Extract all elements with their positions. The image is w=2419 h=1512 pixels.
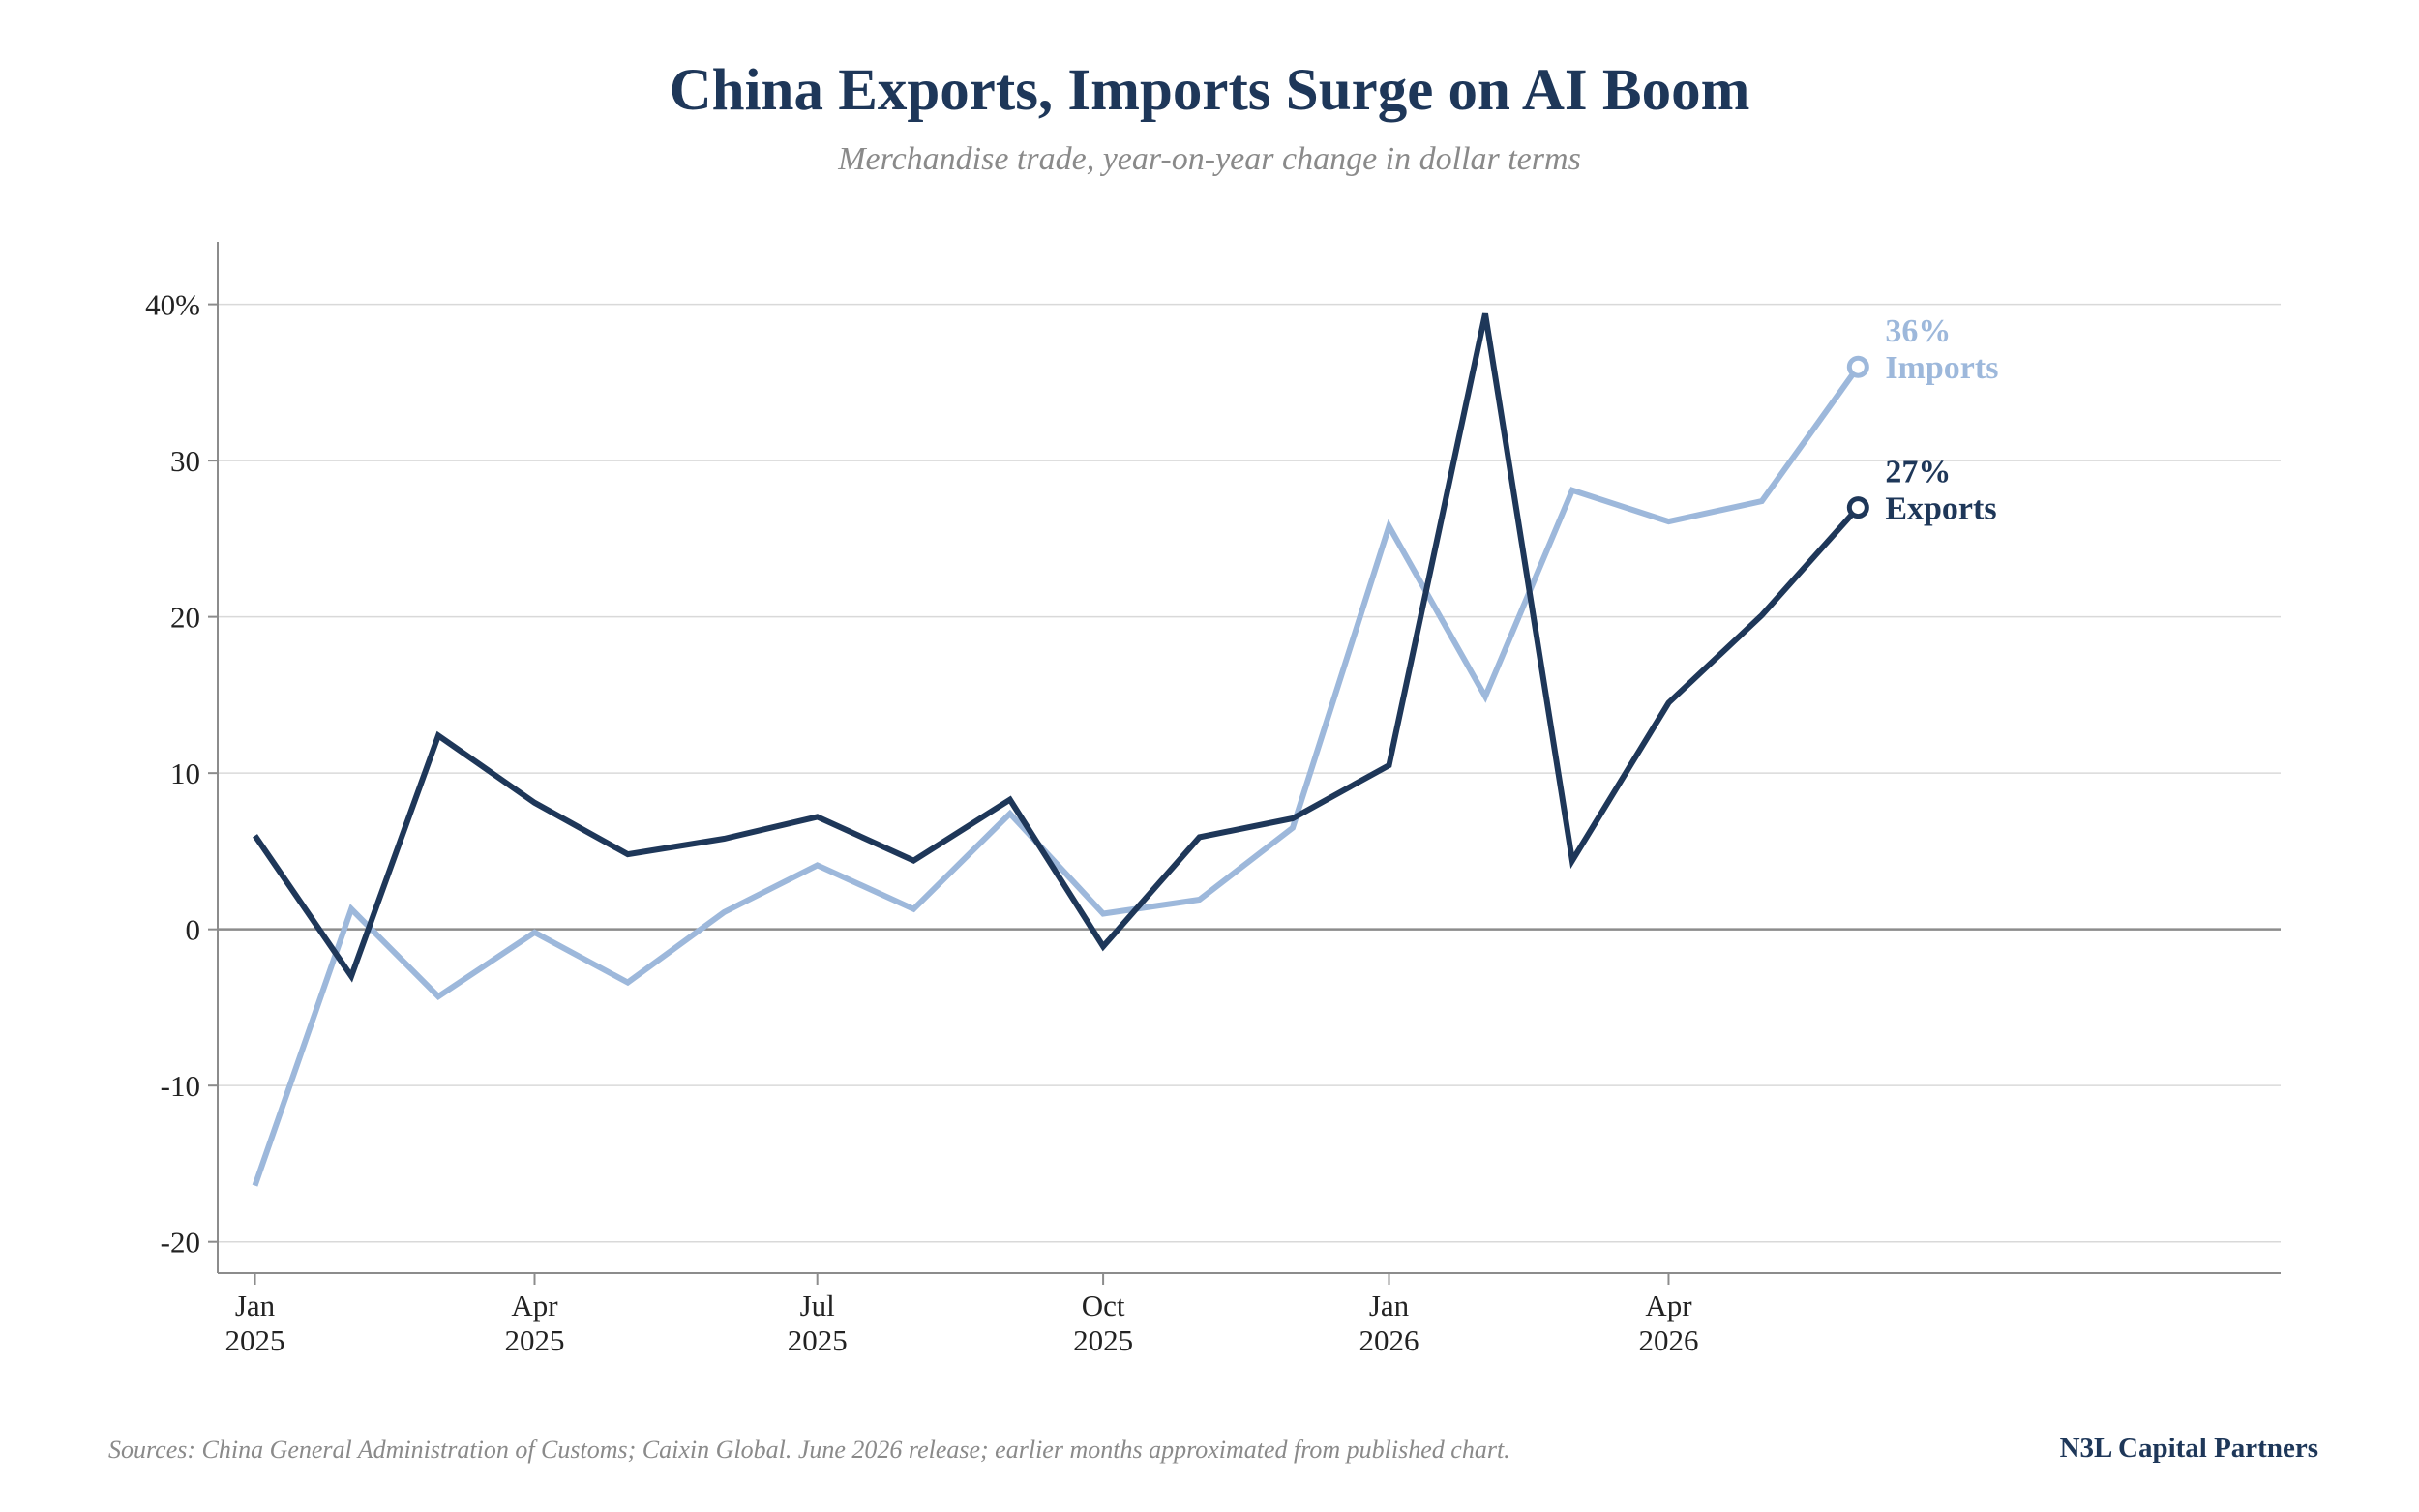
- y-tick-label: 40%: [145, 288, 200, 322]
- imports-end-value-label: 36%: [1885, 313, 1951, 349]
- y-tick-label: 20: [170, 601, 200, 635]
- x-tick-label-month: Jul: [800, 1289, 835, 1322]
- x-tick-label-month: Apr: [511, 1289, 558, 1322]
- x-tick-label-year: 2025: [505, 1323, 565, 1357]
- exports-series-name-label: Exports: [1885, 491, 1996, 527]
- x-tick-label-year: 2025: [788, 1323, 848, 1357]
- series-lines: [252, 312, 1869, 1187]
- x-tick-label-year: 2026: [1359, 1323, 1419, 1357]
- imports-series-name-label: Imports: [1885, 350, 1998, 386]
- chart-title: China Exports, Imports Surge on AI Boom: [670, 58, 1750, 123]
- series-end-labels: 36%Imports 27%Exports: [1885, 313, 1998, 526]
- y-tick-label: 10: [170, 756, 200, 790]
- imports-line: [252, 365, 1861, 1187]
- x-tick-label-month: Jan: [1369, 1289, 1410, 1322]
- x-tick-label-year: 2025: [225, 1323, 285, 1357]
- y-tick-label: -10: [161, 1069, 200, 1103]
- y-tick-label: 30: [170, 444, 200, 478]
- exports-end-value-label: 27%: [1885, 455, 1951, 490]
- source-note: Sources: China General Administration of…: [108, 1436, 1510, 1464]
- x-tick-label-month: Jan: [235, 1289, 276, 1322]
- y-tick-labels: 40% 30 20 10 0 -10 -20: [145, 288, 218, 1260]
- brand-label: N3L Capital Partners: [2060, 1433, 2318, 1464]
- imports-end-marker: [1846, 355, 1869, 378]
- x-tick-label-year: 2025: [1073, 1323, 1133, 1357]
- exports-line: [253, 312, 1861, 983]
- x-tick-labels: Jan2025Apr2025Jul2025Oct2025Jan2026Apr20…: [225, 1273, 1698, 1357]
- y-tick-label: -20: [161, 1226, 200, 1260]
- axes: [217, 242, 2281, 1274]
- y-tick-label: 0: [186, 913, 201, 947]
- chart-subtitle: Merchandise trade, year-on-year change i…: [837, 141, 1581, 177]
- x-tick-label-year: 2026: [1638, 1323, 1698, 1357]
- exports-end-marker: [1846, 496, 1869, 519]
- x-tick-label-month: Oct: [1082, 1289, 1125, 1322]
- gridlines: [218, 303, 2281, 1243]
- x-tick-label-month: Apr: [1645, 1289, 1692, 1322]
